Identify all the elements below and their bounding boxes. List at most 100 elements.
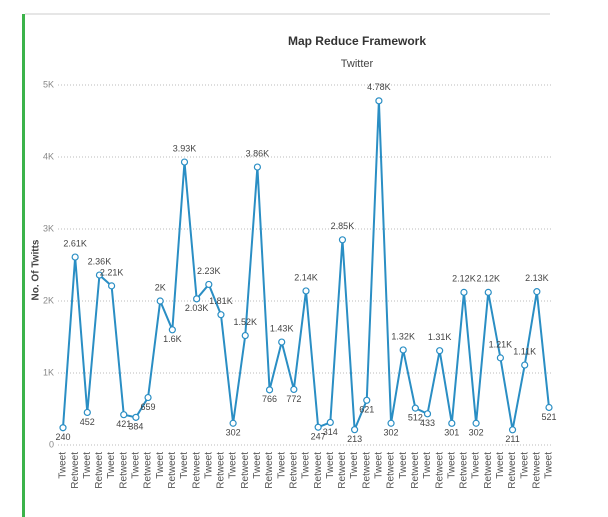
x-tick-label: Tweet bbox=[155, 452, 166, 479]
x-tick-label: Tweet bbox=[325, 452, 336, 479]
data-label: 1.43K bbox=[270, 323, 294, 333]
data-label: 2.03K bbox=[185, 303, 209, 313]
x-tick-label: Tweet bbox=[422, 452, 433, 479]
x-tick-label: Retweet bbox=[410, 452, 421, 489]
x-tick-label: Retweet bbox=[531, 452, 542, 489]
x-tick-label: Retweet bbox=[70, 452, 81, 489]
data-label: 247 bbox=[311, 432, 326, 442]
data-label: 772 bbox=[286, 394, 301, 404]
point bbox=[107, 282, 116, 290]
data-label: 2.21K bbox=[100, 267, 124, 277]
data-label: 3.86K bbox=[246, 148, 270, 158]
point bbox=[229, 419, 237, 427]
data-label: 1.6K bbox=[163, 334, 182, 344]
point bbox=[95, 271, 104, 279]
point bbox=[314, 423, 322, 431]
x-tick-label: Retweet bbox=[507, 452, 518, 489]
x-tick-label: Tweet bbox=[82, 452, 93, 479]
data-label: 1.31K bbox=[428, 332, 452, 342]
x-tick-label: Retweet bbox=[94, 452, 105, 489]
data-label: 302 bbox=[226, 428, 241, 438]
point bbox=[241, 331, 249, 340]
data-label: 1.32K bbox=[391, 331, 415, 341]
data-label: 433 bbox=[420, 418, 435, 428]
x-tick-label: Retweet bbox=[191, 452, 202, 489]
x-tick-label: Retweet bbox=[459, 452, 470, 489]
data-label: 521 bbox=[541, 412, 556, 422]
point bbox=[144, 393, 152, 402]
point bbox=[436, 347, 444, 355]
point bbox=[253, 163, 261, 171]
x-tick-label: Retweet bbox=[337, 452, 348, 489]
data-label: 1.81K bbox=[209, 296, 233, 306]
x-tick-label: Tweet bbox=[58, 452, 69, 479]
data-label: 240 bbox=[55, 432, 70, 442]
x-tick-label: Tweet bbox=[374, 452, 385, 479]
y-tick-label: 5K bbox=[43, 79, 54, 89]
left-border bbox=[22, 14, 25, 517]
series-line bbox=[62, 100, 550, 431]
chart-subtitle: Twitter bbox=[341, 58, 374, 70]
data-label: 2.12K bbox=[452, 274, 476, 284]
y-tick-label: 3K bbox=[43, 223, 54, 233]
data-label: 1.11K bbox=[513, 346, 536, 356]
point bbox=[180, 158, 189, 166]
point bbox=[508, 426, 517, 434]
data-label: 2.13K bbox=[525, 273, 549, 283]
point bbox=[521, 361, 529, 369]
y-tick-label: 4K bbox=[43, 151, 54, 161]
point bbox=[387, 419, 395, 427]
x-tick-label: Tweet bbox=[349, 452, 360, 479]
x-tick-label: Tweet bbox=[179, 452, 190, 479]
point bbox=[338, 236, 347, 244]
point bbox=[217, 311, 225, 319]
point bbox=[168, 326, 176, 334]
data-label: 2.14K bbox=[294, 272, 318, 282]
x-tick-label: Retweet bbox=[361, 452, 372, 489]
point bbox=[120, 411, 128, 419]
x-tick-label: Tweet bbox=[495, 452, 506, 479]
point bbox=[132, 413, 140, 421]
point bbox=[423, 410, 432, 418]
point bbox=[83, 408, 91, 417]
point bbox=[156, 297, 164, 305]
point bbox=[460, 288, 468, 296]
point bbox=[278, 338, 286, 346]
data-label: 659 bbox=[141, 402, 156, 412]
point bbox=[351, 426, 359, 434]
x-tick-label: Retweet bbox=[434, 452, 445, 489]
point bbox=[363, 396, 371, 404]
y-tick-label: 0 bbox=[49, 439, 54, 449]
x-tick-label: Retweet bbox=[313, 452, 324, 489]
x-tick-label: Retweet bbox=[167, 452, 178, 489]
data-label: 213 bbox=[347, 434, 362, 444]
point bbox=[375, 97, 383, 105]
data-label: 211 bbox=[505, 434, 519, 444]
data-label: 2.36K bbox=[88, 256, 112, 266]
data-label: 2.12K bbox=[476, 274, 500, 284]
y-tick-label: 2K bbox=[43, 295, 54, 305]
x-tick-label: Tweet bbox=[519, 452, 530, 479]
data-label: 1.52K bbox=[233, 317, 257, 327]
point bbox=[302, 287, 310, 295]
x-tick-label: Retweet bbox=[143, 452, 154, 489]
data-label: 1.21K bbox=[489, 339, 513, 349]
x-tick-label: Tweet bbox=[228, 452, 239, 479]
x-tick-label: Tweet bbox=[301, 452, 312, 479]
point bbox=[193, 295, 201, 303]
point bbox=[411, 404, 419, 412]
x-tick-label: Tweet bbox=[276, 452, 287, 479]
y-tick-label: 1K bbox=[43, 367, 54, 377]
data-label: 301 bbox=[444, 428, 459, 438]
point bbox=[326, 418, 334, 426]
data-label: 2K bbox=[155, 282, 166, 292]
point bbox=[399, 346, 407, 354]
point bbox=[59, 424, 67, 432]
x-tick-label: Tweet bbox=[252, 452, 263, 479]
x-tick-label: Retweet bbox=[264, 452, 275, 489]
data-label: 302 bbox=[469, 428, 484, 438]
x-tick-label: Tweet bbox=[131, 452, 142, 479]
data-label: 621 bbox=[359, 405, 374, 415]
x-tick-label: Retweet bbox=[386, 452, 397, 489]
